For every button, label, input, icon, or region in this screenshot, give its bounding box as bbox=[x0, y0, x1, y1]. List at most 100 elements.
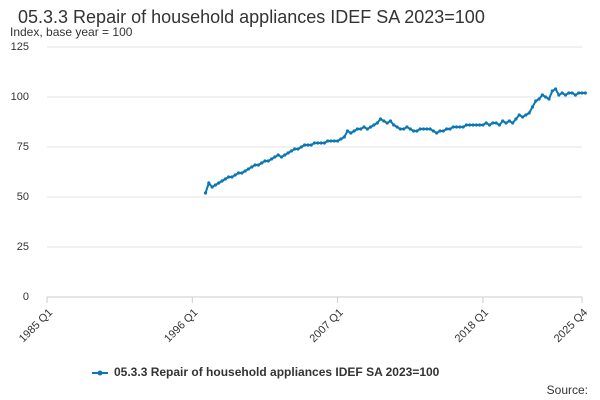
data-point bbox=[527, 111, 531, 115]
data-point bbox=[448, 127, 452, 131]
data-point bbox=[375, 121, 379, 125]
data-line bbox=[204, 87, 586, 194]
data-point bbox=[349, 131, 353, 135]
data-point bbox=[296, 147, 300, 151]
data-point bbox=[243, 169, 247, 173]
data-point bbox=[553, 87, 558, 91]
data-point bbox=[560, 91, 564, 95]
data-point bbox=[458, 125, 462, 129]
chart-subtitle: Index, base year = 100 bbox=[10, 25, 133, 39]
data-point bbox=[484, 121, 488, 125]
data-point bbox=[336, 139, 340, 143]
data-point bbox=[557, 93, 561, 97]
data-point bbox=[438, 129, 442, 133]
legend-label: 05.3.3 Repair of household appliances ID… bbox=[114, 365, 440, 379]
data-point bbox=[474, 123, 478, 127]
data-point bbox=[299, 145, 303, 149]
data-point bbox=[441, 129, 445, 133]
data-point bbox=[233, 173, 237, 177]
data-point bbox=[227, 175, 231, 179]
x-tick-label: 2018 Q1 bbox=[453, 307, 491, 345]
data-point bbox=[573, 93, 577, 97]
data-point bbox=[544, 95, 548, 99]
data-point bbox=[464, 123, 469, 127]
data-point bbox=[451, 125, 455, 129]
data-point bbox=[217, 181, 221, 185]
data-point bbox=[339, 137, 343, 141]
data-point bbox=[369, 125, 373, 129]
data-point bbox=[415, 129, 419, 133]
data-point bbox=[398, 127, 402, 131]
data-point bbox=[524, 113, 528, 117]
chart-title: 05.3.3 Repair of household appliances ID… bbox=[18, 7, 485, 27]
data-point bbox=[577, 91, 581, 95]
data-point bbox=[454, 125, 459, 129]
data-point bbox=[494, 121, 498, 125]
data-point bbox=[471, 123, 475, 127]
data-point bbox=[365, 127, 369, 131]
data-point bbox=[266, 159, 270, 163]
data-point bbox=[517, 113, 521, 117]
data-point bbox=[385, 121, 389, 125]
data-point bbox=[240, 171, 244, 175]
data-point bbox=[395, 125, 399, 129]
data-point bbox=[309, 143, 313, 147]
data-point bbox=[402, 127, 406, 131]
data-point bbox=[421, 127, 426, 131]
data-point bbox=[461, 125, 465, 129]
data-point bbox=[276, 153, 280, 157]
data-point bbox=[405, 125, 409, 129]
data-point bbox=[312, 141, 317, 145]
data-point bbox=[273, 155, 277, 159]
data-point bbox=[491, 121, 495, 125]
data-point bbox=[372, 123, 376, 127]
legend-marker bbox=[97, 370, 103, 376]
x-tick-label: 2025 Q4 bbox=[552, 307, 590, 345]
y-tick-label: 100 bbox=[11, 91, 29, 103]
data-point bbox=[289, 149, 293, 153]
data-point bbox=[520, 115, 525, 119]
x-tick-label: 2007 Q1 bbox=[307, 307, 345, 345]
data-point bbox=[269, 157, 274, 161]
data-point bbox=[286, 151, 290, 155]
data-point bbox=[570, 91, 574, 95]
data-point bbox=[316, 141, 320, 145]
data-point bbox=[501, 119, 505, 123]
data-point bbox=[293, 147, 297, 151]
data-point bbox=[507, 119, 511, 123]
x-tick-label: 1985 Q1 bbox=[17, 307, 55, 345]
source: Source: bbox=[547, 383, 588, 397]
data-point bbox=[425, 127, 429, 131]
data-point bbox=[530, 105, 535, 109]
data-point bbox=[326, 139, 330, 143]
data-point bbox=[210, 185, 214, 189]
data-point bbox=[362, 125, 366, 129]
data-point bbox=[468, 123, 472, 127]
data-point bbox=[306, 143, 310, 147]
data-point bbox=[540, 93, 544, 97]
y-tick-label: 25 bbox=[17, 241, 29, 253]
data-point bbox=[230, 175, 234, 179]
data-point bbox=[547, 97, 551, 101]
y-tick-label: 125 bbox=[11, 41, 29, 53]
data-point bbox=[378, 117, 383, 121]
y-tick-label: 50 bbox=[17, 191, 29, 203]
data-point bbox=[382, 119, 386, 123]
data-point bbox=[260, 161, 264, 165]
data-point bbox=[504, 121, 508, 125]
data-point bbox=[537, 97, 541, 101]
data-point bbox=[355, 127, 360, 131]
data-point bbox=[359, 127, 363, 131]
data-point bbox=[534, 99, 538, 103]
data-point bbox=[431, 129, 435, 133]
data-point bbox=[478, 123, 482, 127]
data-point bbox=[487, 123, 492, 127]
data-point bbox=[207, 181, 211, 185]
data-point bbox=[256, 163, 260, 167]
data-point bbox=[223, 177, 227, 181]
data-point bbox=[550, 89, 554, 93]
data-point bbox=[514, 117, 518, 121]
data-point bbox=[283, 153, 287, 157]
data-point bbox=[567, 91, 571, 95]
data-point bbox=[279, 155, 284, 159]
